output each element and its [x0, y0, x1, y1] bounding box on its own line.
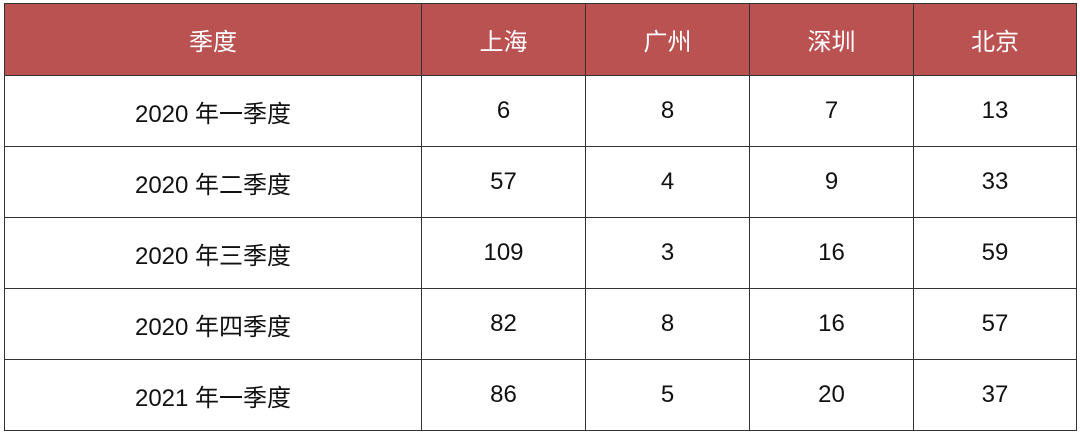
cell-guangzhou: 8 [585, 75, 750, 147]
cell-quarter: 2021 年一季度 [4, 359, 422, 431]
cell-guangzhou: 4 [585, 146, 750, 218]
table-row: 2020 年一季度 6 8 7 13 [4, 75, 1077, 147]
table-row: 2020 年四季度 82 8 16 57 [4, 288, 1077, 360]
cell-quarter: 2020 年一季度 [4, 75, 422, 147]
table-row: 2020 年二季度 57 4 9 33 [4, 146, 1077, 218]
table-row: 2020 年三季度 109 3 16 59 [4, 217, 1077, 289]
header-guangzhou: 广州 [585, 3, 750, 76]
cell-quarter: 2020 年二季度 [4, 146, 422, 218]
cell-shenzhen: 16 [749, 217, 914, 289]
data-table: 季度 上海 广州 深圳 北京 2020 年一季度 6 8 7 13 2020 年二季度 57… [4, 3, 1077, 431]
cell-quarter: 2020 年三季度 [4, 217, 422, 289]
cell-shanghai: 109 [421, 217, 586, 289]
header-quarter: 季度 [4, 3, 422, 76]
cell-guangzhou: 5 [585, 359, 750, 431]
cell-shanghai: 86 [421, 359, 586, 431]
cell-shanghai: 6 [421, 75, 586, 147]
cell-shanghai: 82 [421, 288, 586, 360]
cell-shenzhen: 16 [749, 288, 914, 360]
cell-beijing: 37 [913, 359, 1077, 431]
header-beijing: 北京 [913, 3, 1077, 76]
cell-shenzhen: 7 [749, 75, 914, 147]
cell-quarter: 2020 年四季度 [4, 288, 422, 360]
header-shenzhen: 深圳 [749, 3, 914, 76]
cell-beijing: 59 [913, 217, 1077, 289]
header-row: 季度 上海 广州 深圳 北京 [4, 3, 1077, 76]
cell-shenzhen: 20 [749, 359, 914, 431]
cell-shenzhen: 9 [749, 146, 914, 218]
cell-beijing: 13 [913, 75, 1077, 147]
header-shanghai: 上海 [421, 3, 586, 76]
cell-guangzhou: 8 [585, 288, 750, 360]
cell-beijing: 33 [913, 146, 1077, 218]
cell-guangzhou: 3 [585, 217, 750, 289]
cell-shanghai: 57 [421, 146, 586, 218]
table-row: 2021 年一季度 86 5 20 37 [4, 359, 1077, 431]
cell-beijing: 57 [913, 288, 1077, 360]
